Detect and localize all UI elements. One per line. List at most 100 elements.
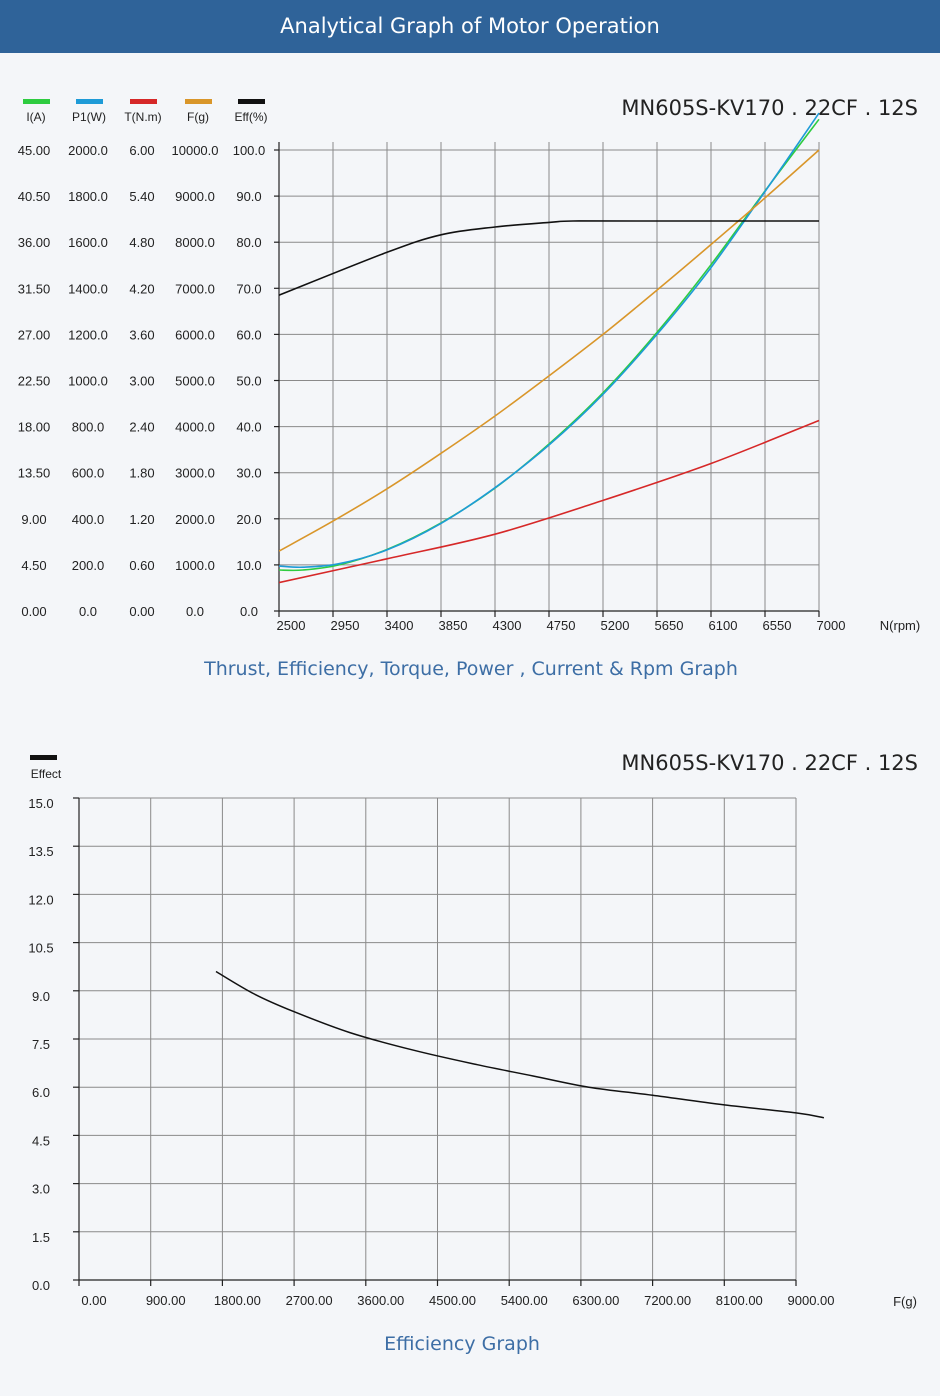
chart1-y-tick-label: 22.50: [18, 374, 51, 389]
chart2-x-axis: 0.00 900.00 1800.00 2700.00 3600.00 4500.00 54…: [78, 1280, 835, 1308]
chart1-y-tick-label: 13.50: [18, 466, 51, 481]
chart1-y-tick-label: 10000.0: [172, 143, 219, 158]
chart2-y-tick-label: 10.5: [28, 941, 53, 956]
chart1-y-tick-label: 5000.0: [175, 374, 215, 389]
chart1-y-tick-label: 1800.0: [68, 189, 108, 204]
chart1-series-t-line: [279, 419, 820, 584]
chart1-caption: Thrust, Efficiency, Torque, Power , Curr…: [203, 658, 738, 680]
chart1-y-tick-label: 9.00: [21, 512, 46, 527]
chart1-x-tick-label: 3850: [439, 618, 468, 633]
chart1-y-tick-label: 10.0: [236, 558, 261, 573]
chart1-y-tick-label: 0.60: [129, 558, 154, 573]
chart1-legend-swatch: [238, 99, 265, 104]
chart1-y-tick-label: 3.60: [129, 327, 154, 342]
chart1-y-tick-label: 4000.0: [175, 420, 215, 435]
chart2-x-tick-label: 7200.00: [644, 1293, 691, 1308]
chart1-y-tick-label: 1.20: [129, 512, 154, 527]
chart2-x-tick-label: 9000.00: [788, 1293, 835, 1308]
chart1-x-tick-label: 3400: [385, 618, 414, 633]
chart1-x-tick-label: 2500: [277, 618, 306, 633]
chart1-y-tick-label: 4.80: [129, 235, 154, 250]
chart1-y-tick-label: 9000.0: [175, 189, 215, 204]
chart1-y-tick-label: 20.0: [236, 512, 261, 527]
chart2-x-tick-label: 0.00: [81, 1293, 106, 1308]
page-title: Analytical Graph of Motor Operation: [280, 14, 660, 38]
chart1-series-eff-line: [279, 220, 819, 296]
chart1-y-tick-label: 200.0: [72, 558, 105, 573]
chart2-x-tick-label: 6300.00: [572, 1293, 619, 1308]
chart2-y-tick-label: 6.0: [32, 1085, 50, 1100]
chart1-legend-label: Eff(%): [234, 110, 267, 124]
chart1-y-tick-label: 40.50: [18, 189, 51, 204]
chart1-model-label: MN605S-KV170 . 22CF . 12S: [621, 96, 918, 120]
chart1-y-tick-label: 2000.0: [175, 512, 215, 527]
chart1-y-tick-label: 5.40: [129, 189, 154, 204]
chart1-y-tick-label: 1200.0: [68, 327, 108, 342]
chart1-y-tick-label: 400.0: [72, 512, 105, 527]
chart1-y-tick-label: 36.00: [18, 235, 51, 250]
chart1-legend: I(A) P1(W) T(N.m) F(g) Eff(%): [23, 99, 268, 124]
chart2-x-axis-label: F(g): [893, 1294, 917, 1309]
chart1-legend-swatch: [23, 99, 50, 104]
chart1-y-tick-label: 60.0: [236, 327, 261, 342]
chart1-y-tick-label: 100.0: [233, 143, 266, 158]
chart2-series-effect-line: [215, 970, 825, 1119]
chart2-legend-swatch: [30, 755, 57, 760]
chart1-y-tick-label: 2000.0: [68, 143, 108, 158]
chart1-y-tick-label: 18.00: [18, 420, 51, 435]
chart2-grid: [78, 797, 797, 1281]
chart1-x-tick-label: 4750: [547, 618, 576, 633]
chart2-y-tick-label: 7.5: [32, 1037, 50, 1052]
chart1-legend-label: F(g): [187, 110, 209, 124]
chart2-x-tick-label: 2700.00: [286, 1293, 333, 1308]
chart1-series-p1-line: [279, 112, 820, 569]
chart2-y-tick-label: 1.5: [32, 1230, 50, 1245]
chart1-series-f-line: [279, 149, 820, 552]
chart2-x-tick-label: 5400.00: [501, 1293, 548, 1308]
chart2-model-label: MN605S-KV170 . 22CF . 12S: [621, 751, 918, 775]
chart1-y-tick-label: 80.0: [236, 235, 261, 250]
chart2-y-tick-label: 13.5: [28, 844, 53, 859]
chart2-y-tick-label: 15.0: [28, 796, 53, 811]
chart1-y-tick-label: 1000.0: [68, 374, 108, 389]
chart1-y-tick-label: 800.0: [72, 420, 105, 435]
chart1-y-tick-label: 30.0: [236, 466, 261, 481]
chart2-x-tick-label: 3600.00: [357, 1293, 404, 1308]
chart1-y-tick-label: 7000.0: [175, 281, 215, 296]
chart1-x-tick-label: 4300: [493, 618, 522, 633]
chart1-series: [279, 112, 820, 584]
efficiency-chart: Effect MN605S-KV170 . 22CF . 12S 0.0 1.5 3…: [28, 751, 918, 1355]
chart1-y-tick-label: 40.0: [236, 420, 261, 435]
chart1-grid: [278, 142, 820, 612]
chart2-x-tick-label: 4500.00: [429, 1293, 476, 1308]
chart1-x-axis-label: N(rpm): [880, 618, 920, 633]
chart1-y-tick-label: 27.00: [18, 327, 51, 342]
chart1-y-tick-label: 600.0: [72, 466, 105, 481]
chart1-y-tick-label: 3000.0: [175, 466, 215, 481]
chart1-y-tick-label: 70.0: [236, 281, 261, 296]
chart2-legend: Effect: [30, 755, 62, 781]
chart2-legend-label: Effect: [31, 767, 62, 781]
chart1-y-tick-label: 0.00: [129, 604, 154, 619]
chart1-y-tick-label: 0.0: [79, 604, 97, 619]
chart1-y-tick-label: 1000.0: [175, 558, 215, 573]
chart1-y-axes: 0.00 4.50 9.00 13.50 18.00 22.50 27.00 31.50 36.…: [18, 143, 279, 619]
chart1-x-tick-label: 7000: [817, 618, 846, 633]
chart2-y-tick-label: 3.0: [32, 1182, 50, 1197]
chart2-x-tick-label: 8100.00: [716, 1293, 763, 1308]
chart1-x-tick-label: 5200: [601, 618, 630, 633]
chart1-legend-swatch: [130, 99, 157, 104]
chart1-y-tick-label: 8000.0: [175, 235, 215, 250]
chart2-y-tick-label: 4.5: [32, 1133, 50, 1148]
chart2-y-axis: 0.0 1.5 3.0 4.5 6.0 7.5 9.0 10.5 12.0 13.5 15.0: [28, 796, 79, 1293]
chart1-y-tick-label: 90.0: [236, 189, 261, 204]
chart1-legend-swatch: [185, 99, 212, 104]
chart2-series: [215, 970, 825, 1119]
chart1-legend-label: P1(W): [72, 110, 106, 124]
chart1-y-tick-label: 31.50: [18, 281, 51, 296]
chart1-legend-swatch: [76, 99, 103, 104]
chart1-legend-label: T(N.m): [124, 110, 161, 124]
chart1-x-axis: 2500 2950 3400 3850 4300 4750 5200 5650 6100 6550…: [277, 611, 846, 633]
chart1-y-tick-label: 1600.0: [68, 235, 108, 250]
chart1-x-tick-label: 6550: [763, 618, 792, 633]
